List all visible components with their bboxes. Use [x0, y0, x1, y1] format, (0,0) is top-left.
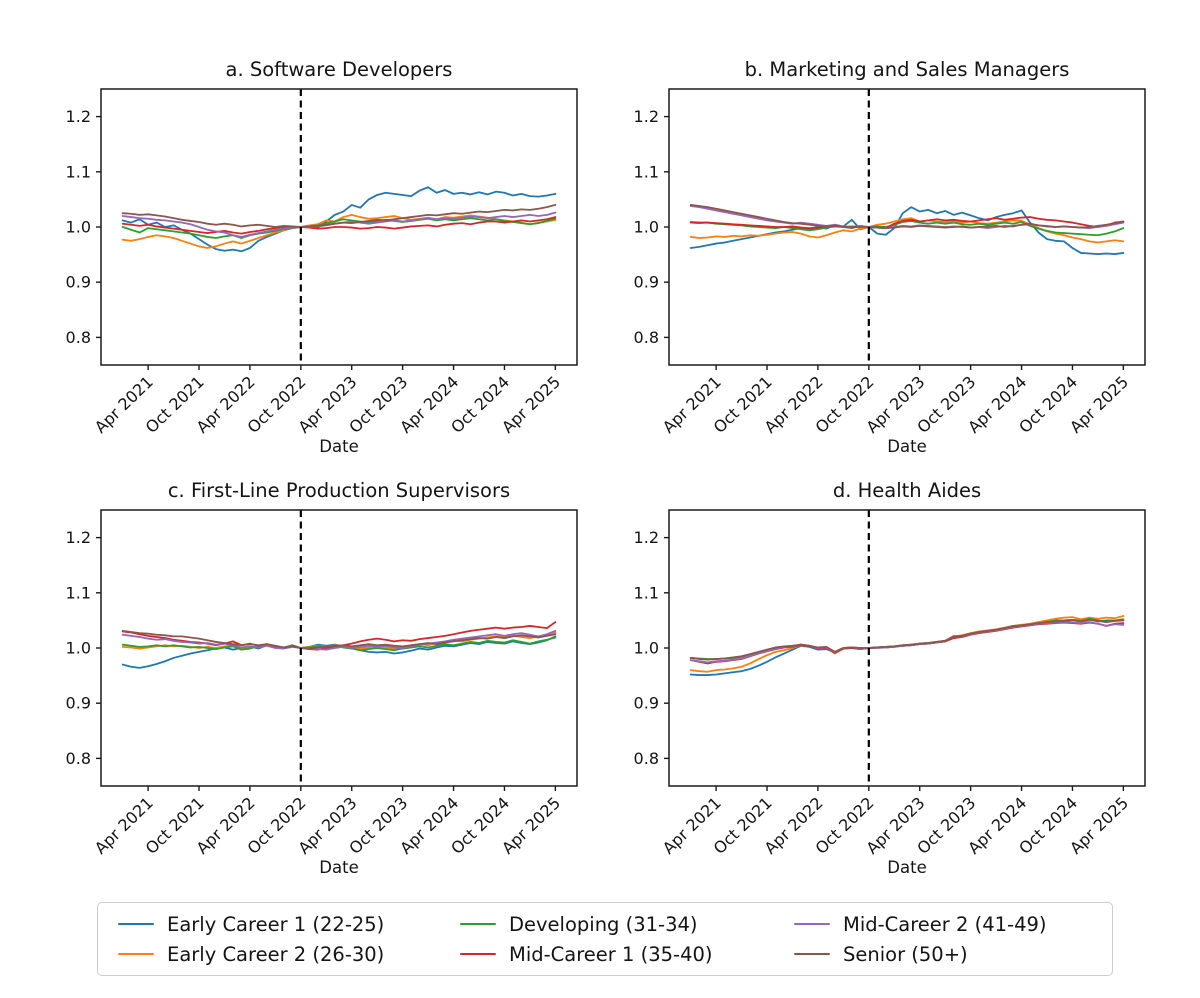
y-tick-label: 0.8 [634, 328, 659, 347]
series-line-a [121, 186, 557, 253]
x-axis-label: Date [319, 858, 358, 877]
legend-label: Mid-Career 2 (41-49) [843, 912, 1047, 936]
y-tick-label: 0.9 [66, 694, 91, 713]
legend: Early Career 1 (22-25) Early Career 2 (26… [97, 902, 1113, 976]
legend-item: Senior (50+) [794, 943, 1112, 966]
series-line-d [689, 621, 1125, 665]
y-tick-label: 1.2 [66, 107, 91, 126]
legend-item: Early Career 2 (26-30) [118, 943, 460, 966]
legend-label: Mid-Career 1 (35-40) [509, 942, 713, 966]
legend-label: Developing (31-34) [509, 912, 698, 936]
series-line-a [121, 216, 557, 235]
series-line-d [689, 615, 1125, 673]
series-line-d [689, 621, 1125, 664]
y-tick-label: 0.9 [66, 273, 91, 292]
legend-item: Mid-Career 2 (41-49) [794, 913, 1112, 936]
legend-line-swatch-icon [118, 952, 154, 956]
legend-line-swatch-icon [794, 922, 830, 926]
series-line-a [121, 217, 557, 239]
legend-item: Early Career 1 (22-25) [118, 913, 460, 936]
chart-title: c. First-Line Production Supervisors [168, 479, 510, 502]
legend-label: Senior (50+) [843, 942, 968, 966]
series-line-d [689, 618, 1125, 661]
series-line-c [121, 629, 557, 650]
legend-label: Early Career 1 (22-25) [167, 912, 385, 936]
x-axis-label: Date [887, 437, 926, 456]
series-line-a [121, 204, 557, 228]
y-tick-label: 1.1 [634, 583, 659, 602]
x-axis-label: Date [887, 858, 926, 877]
legend-line-swatch-icon [460, 922, 496, 926]
y-tick-label: 1.2 [66, 528, 91, 547]
legend-item: Developing (31-34) [460, 913, 794, 936]
y-tick-label: 0.8 [66, 328, 91, 347]
legend-label: Early Career 2 (26-30) [167, 942, 385, 966]
y-tick-label: 1.1 [66, 162, 91, 181]
chart-title: a. Software Developers [226, 58, 453, 81]
y-tick-label: 1.0 [634, 639, 659, 658]
y-tick-label: 1.0 [634, 218, 659, 237]
chart-title: b. Marketing and Sales Managers [745, 58, 1070, 81]
chart-title: d. Health Aides [833, 479, 981, 502]
y-tick-label: 1.1 [634, 162, 659, 181]
series-line-b [689, 206, 1125, 255]
legend-line-swatch-icon [118, 922, 154, 926]
y-tick-label: 1.1 [66, 583, 91, 602]
series-line-d [689, 618, 1125, 676]
y-tick-label: 0.9 [634, 694, 659, 713]
legend-item: Mid-Career 1 (35-40) [460, 943, 794, 966]
plot-border [668, 509, 1146, 787]
y-tick-label: 0.8 [66, 749, 91, 768]
y-tick-label: 1.0 [66, 218, 91, 237]
series-line-b [689, 216, 1125, 230]
x-axis-label: Date [319, 437, 358, 456]
y-tick-label: 1.0 [66, 639, 91, 658]
series-line-c [121, 629, 557, 651]
y-tick-label: 1.2 [634, 528, 659, 547]
series-line-b [689, 204, 1125, 230]
y-tick-label: 0.8 [634, 749, 659, 768]
y-tick-label: 1.2 [634, 107, 659, 126]
legend-line-swatch-icon [460, 952, 496, 956]
legend-line-swatch-icon [794, 952, 830, 956]
y-tick-label: 0.9 [634, 273, 659, 292]
series-line-b [689, 220, 1125, 237]
